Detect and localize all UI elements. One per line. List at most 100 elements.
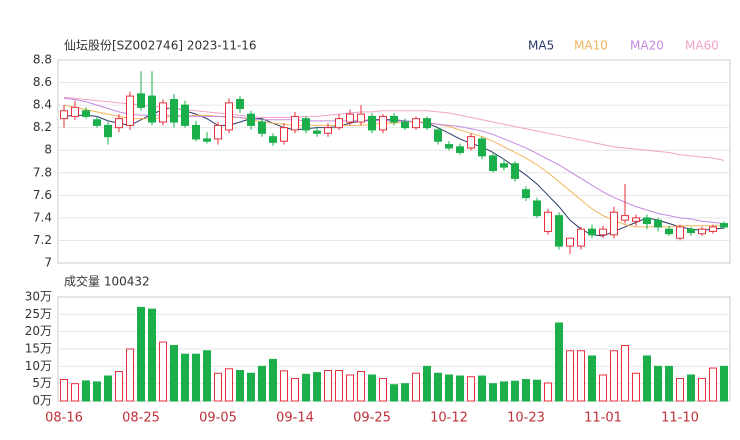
volume-bar bbox=[412, 372, 420, 402]
volume-bar bbox=[511, 380, 519, 402]
candle-body bbox=[247, 113, 255, 126]
volume-bar bbox=[60, 379, 68, 402]
volume-bar bbox=[687, 374, 695, 402]
candle-body bbox=[346, 113, 354, 123]
candle-body bbox=[313, 130, 321, 134]
x-tick-label: 08-25 bbox=[122, 411, 160, 426]
volume-bar bbox=[665, 365, 673, 402]
candle-body bbox=[434, 129, 442, 142]
volume-bar bbox=[170, 345, 178, 402]
chart-title: 仙坛股份[SZ002746] 2023-11-16 bbox=[64, 39, 257, 53]
volume-bar bbox=[632, 372, 640, 402]
candle-body bbox=[489, 155, 497, 172]
candle-body bbox=[423, 118, 431, 129]
candle-body bbox=[456, 146, 464, 153]
volume-bar bbox=[302, 373, 310, 402]
volume-bar bbox=[335, 369, 343, 402]
candle-body bbox=[60, 110, 68, 120]
legend-label: MA20 bbox=[630, 39, 664, 53]
volume-bar bbox=[368, 374, 376, 402]
volume-bar bbox=[489, 383, 497, 402]
legend-label: MA60 bbox=[685, 39, 719, 53]
candle-body bbox=[126, 95, 134, 126]
volume-bar bbox=[423, 365, 431, 402]
candle-body bbox=[577, 228, 585, 247]
volume-bar bbox=[588, 355, 596, 402]
y-tick-label: 8.2 bbox=[33, 120, 52, 134]
volume-bar bbox=[126, 348, 134, 402]
candle-body bbox=[82, 110, 90, 117]
candle-body bbox=[566, 237, 574, 247]
candle-body bbox=[225, 102, 233, 131]
candle-body bbox=[401, 121, 409, 129]
y-tick-label: 8.4 bbox=[33, 98, 52, 112]
candle-body bbox=[467, 136, 475, 149]
volume-bar bbox=[236, 369, 244, 402]
x-tick-label: 09-05 bbox=[199, 411, 237, 426]
candle-body bbox=[621, 215, 629, 221]
y-tick-label: 30万 bbox=[25, 290, 52, 304]
volume-bar bbox=[566, 350, 574, 402]
candle-body bbox=[610, 211, 618, 236]
volume-bar bbox=[181, 353, 189, 402]
candle-body bbox=[181, 104, 189, 126]
candle-body bbox=[412, 118, 420, 129]
y-tick-label: 8.8 bbox=[33, 53, 52, 67]
volume-bar bbox=[346, 374, 354, 402]
volume-bar bbox=[269, 358, 277, 402]
volume-bar bbox=[698, 377, 706, 402]
y-tick-label: 7.4 bbox=[33, 210, 52, 224]
candle-body bbox=[522, 189, 530, 199]
candle-body bbox=[93, 119, 101, 126]
volume-bar bbox=[390, 384, 398, 402]
x-tick-label: 10-12 bbox=[430, 411, 468, 426]
volume-bar bbox=[643, 355, 651, 402]
volume-bar bbox=[621, 345, 629, 402]
y-tick-label: 15万 bbox=[25, 342, 52, 356]
candle-body bbox=[236, 98, 244, 109]
x-tick-label: 11-01 bbox=[584, 411, 622, 426]
candle-body bbox=[511, 163, 519, 179]
volume-bar bbox=[148, 308, 156, 402]
volume-bar bbox=[104, 375, 112, 402]
volume-bar bbox=[82, 380, 90, 402]
candle-body bbox=[203, 138, 211, 142]
x-tick-label: 08-16 bbox=[45, 411, 83, 426]
candle-body bbox=[533, 200, 541, 217]
legend-label: MA5 bbox=[528, 39, 554, 53]
candle-body bbox=[720, 223, 728, 228]
candle-body bbox=[71, 106, 79, 117]
volume-bar bbox=[720, 365, 728, 402]
y-tick-label: 7 bbox=[44, 256, 52, 270]
volume-bar bbox=[544, 382, 552, 402]
candle-body bbox=[115, 118, 123, 129]
volume-bar bbox=[467, 376, 475, 402]
volume-bar bbox=[456, 375, 464, 402]
candle-body bbox=[280, 127, 288, 142]
candle-body bbox=[137, 93, 145, 108]
candle-body bbox=[258, 121, 266, 134]
volume-bar bbox=[280, 370, 288, 402]
y-tick-label: 20万 bbox=[25, 324, 52, 338]
volume-bar bbox=[203, 350, 211, 402]
y-tick-label: 0万 bbox=[32, 394, 52, 408]
candle-body bbox=[335, 118, 343, 129]
volume-bar bbox=[599, 374, 607, 402]
candle-body bbox=[302, 118, 310, 131]
volume-bar bbox=[71, 383, 79, 402]
volume-bar bbox=[115, 371, 123, 402]
volume-bar bbox=[500, 381, 508, 402]
volume-bar bbox=[357, 371, 365, 402]
volume-bar bbox=[610, 350, 618, 402]
volume-bar bbox=[225, 368, 233, 402]
legend-label: MA10 bbox=[574, 39, 608, 53]
y-tick-label: 8.6 bbox=[33, 75, 52, 89]
volume-bar bbox=[214, 372, 222, 402]
candle-body bbox=[445, 144, 453, 149]
candle-body bbox=[390, 115, 398, 123]
volume-title: 成交量 100432 bbox=[64, 274, 150, 289]
x-tick-label: 11-10 bbox=[661, 411, 699, 426]
candle-body bbox=[654, 219, 662, 228]
candle-body bbox=[291, 115, 299, 131]
